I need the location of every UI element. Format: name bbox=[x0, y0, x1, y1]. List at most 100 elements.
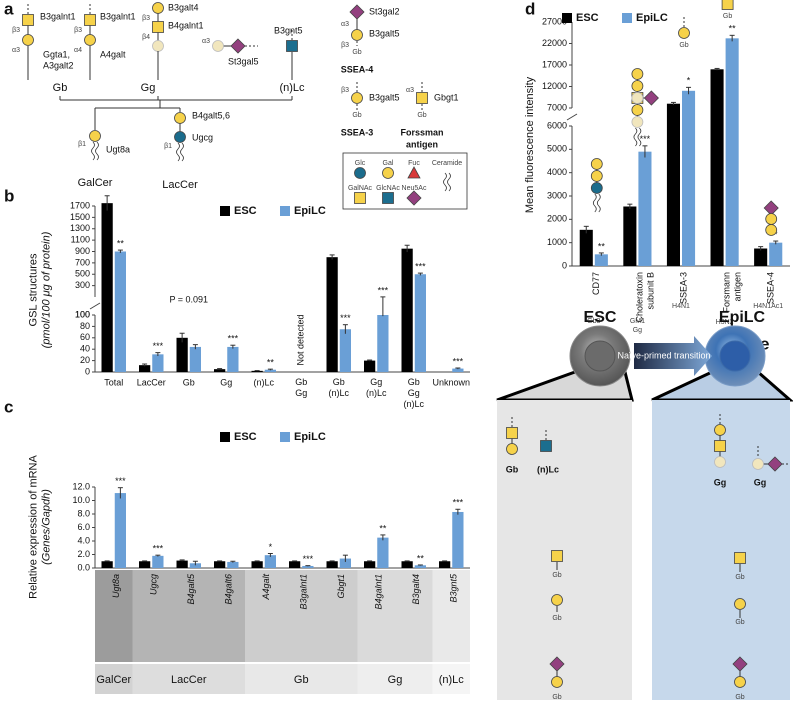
galactose-symbol bbox=[382, 167, 394, 179]
diagram-label: Ggta1, bbox=[43, 49, 70, 59]
x-tick-label: Total bbox=[104, 377, 123, 387]
galactose-symbol bbox=[734, 676, 746, 688]
linkage-label: β3 bbox=[142, 15, 150, 22]
y-tick-label: 6.0 bbox=[77, 522, 90, 532]
bar bbox=[251, 370, 263, 372]
galactose-symbol bbox=[506, 443, 518, 455]
diagram-label: SSEA-4 bbox=[341, 64, 374, 74]
error-bar bbox=[367, 359, 373, 362]
bar bbox=[439, 561, 451, 568]
diagram-label: GalCer bbox=[78, 177, 113, 189]
legend-label: GalNAc bbox=[348, 185, 373, 192]
bar bbox=[101, 203, 113, 372]
significance-label: *** bbox=[378, 285, 389, 295]
galactose-symbol bbox=[551, 594, 563, 606]
diagram-label: B3galt5 bbox=[369, 92, 400, 102]
error-bar bbox=[230, 344, 236, 349]
glcnac-symbol bbox=[382, 192, 394, 204]
y-axis-label: GSL structures (pmol/100 μg of protein) bbox=[27, 231, 52, 348]
linkage-label: β3 bbox=[341, 87, 349, 94]
text-line: Gb bbox=[295, 377, 307, 387]
x-tick-label: Choleratoxinsubunit B bbox=[635, 272, 656, 323]
y-tick-label: 8.0 bbox=[77, 508, 90, 518]
galactose-symbol bbox=[89, 130, 101, 142]
x-tick-label: Ugcg bbox=[149, 574, 159, 595]
bar bbox=[666, 103, 680, 266]
diagram-label: SSEA-3 bbox=[341, 127, 374, 137]
x-tick-label: LacCer bbox=[137, 377, 166, 387]
error-bar bbox=[104, 195, 110, 211]
x-tick-label: Unknown bbox=[432, 377, 470, 387]
error-bar bbox=[342, 324, 348, 334]
legend-swatch bbox=[280, 432, 290, 442]
group-label-background bbox=[95, 664, 133, 694]
error-bar bbox=[417, 272, 423, 276]
text-line: (n)Lc bbox=[328, 388, 349, 398]
legend-label: Fuc bbox=[408, 160, 420, 167]
error-bar bbox=[442, 560, 448, 562]
diagram-label: EpiLC bbox=[719, 309, 766, 326]
text-line: antigen bbox=[733, 272, 743, 302]
y-axis-label-line: Mean fluorescence intensity bbox=[524, 76, 536, 213]
y-tick-label: 2000 bbox=[547, 214, 567, 224]
diagram-label: B4galt5,6 bbox=[192, 110, 230, 120]
y-axis-label-line: (pmol/100 μg of protein) bbox=[40, 231, 52, 348]
bar bbox=[189, 563, 201, 568]
error-bar bbox=[367, 560, 373, 562]
significance-label: *** bbox=[115, 476, 126, 486]
text-line: Gb bbox=[408, 377, 420, 387]
error-bar bbox=[179, 559, 185, 562]
bar bbox=[623, 206, 637, 266]
group-label-background bbox=[245, 664, 358, 694]
significance-label: * bbox=[774, 229, 778, 239]
linkage-label: β1 bbox=[78, 141, 86, 148]
galactose-symbol bbox=[765, 224, 778, 236]
error-bar bbox=[758, 246, 764, 251]
bar bbox=[769, 242, 783, 266]
y-tick-label: 300 bbox=[75, 280, 90, 290]
icon-label: Gb bbox=[723, 13, 732, 20]
legend-swatch bbox=[562, 13, 572, 23]
galactose-symbol bbox=[551, 676, 563, 688]
legend-label: ESC bbox=[234, 205, 257, 217]
galactose-symbol bbox=[84, 34, 96, 46]
y-axis-label: Relative expression of mRNA (Genes/Gapdh) bbox=[27, 455, 52, 599]
bar bbox=[214, 561, 226, 568]
y-tick-label: 1300 bbox=[70, 223, 90, 233]
significance-label: * bbox=[687, 76, 691, 86]
error-bar bbox=[267, 368, 273, 371]
bar bbox=[452, 511, 464, 568]
error-bar bbox=[117, 249, 123, 253]
bar bbox=[152, 354, 164, 372]
galactose-symbol bbox=[212, 40, 224, 52]
x-tick-label: Gb bbox=[183, 377, 195, 387]
y-tick-label: 27000 bbox=[542, 16, 567, 26]
legend-label: ESC bbox=[234, 431, 257, 443]
axis-break bbox=[566, 113, 578, 121]
y-tick-label: 40 bbox=[80, 344, 90, 354]
diagram-label: Gg bbox=[714, 477, 727, 487]
linkage-label: α3 bbox=[341, 21, 349, 28]
significance-label: *** bbox=[303, 554, 314, 564]
text-line: Gg bbox=[370, 377, 382, 387]
error-bar bbox=[179, 332, 185, 343]
significance-label: *** bbox=[453, 498, 464, 508]
diagram-label: Gg bbox=[141, 82, 156, 94]
x-tick-label: SSEA-3 bbox=[678, 272, 688, 304]
diagram-label: St3gal5 bbox=[228, 56, 259, 66]
legend-swatch bbox=[220, 206, 230, 216]
y-tick-label: 100 bbox=[75, 309, 90, 319]
bar bbox=[227, 346, 239, 372]
error-bar bbox=[380, 296, 386, 317]
diagram-label: A4galt bbox=[100, 49, 126, 59]
y-tick-label: 12.0 bbox=[72, 481, 90, 491]
bar bbox=[638, 151, 652, 266]
text-line: Gg bbox=[633, 327, 642, 334]
linkage-label: β3 bbox=[74, 27, 82, 34]
ceramide-symbol bbox=[633, 127, 642, 147]
panel-label: c bbox=[4, 397, 13, 416]
error-bar bbox=[455, 508, 461, 515]
bar bbox=[326, 561, 338, 568]
text-line: (n)Lc bbox=[366, 388, 387, 398]
